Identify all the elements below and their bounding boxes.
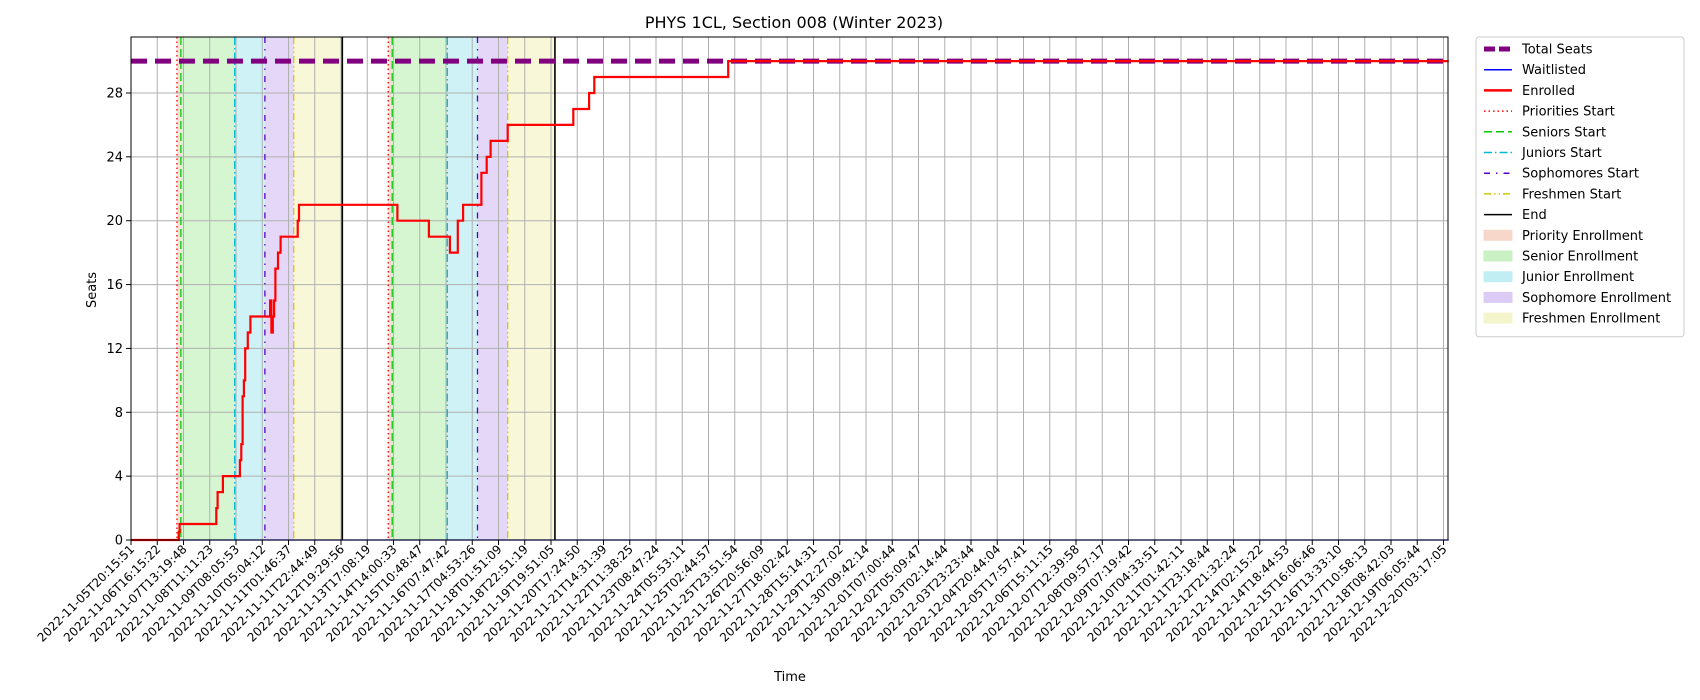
legend-label: Juniors Start xyxy=(1521,146,1602,161)
legend-label: Freshmen Enrollment xyxy=(1522,312,1660,327)
vertical-markers xyxy=(176,37,556,540)
legend-label: Sophomores Start xyxy=(1522,167,1639,182)
chart-title: PHYS 1CL, Section 008 (Winter 2023) xyxy=(645,13,943,32)
y-tick-label: 12 xyxy=(106,342,123,357)
legend-label: Sophomore Enrollment xyxy=(1522,291,1671,306)
legend-box xyxy=(1475,36,1685,338)
y-axis-ticks: 0 4 8 12 16 20 24 28 xyxy=(106,87,131,549)
legend-label: End xyxy=(1522,208,1547,223)
legend-swatch xyxy=(1483,312,1513,324)
y-tick-label: 16 xyxy=(106,278,123,293)
legend-label: Priorities Start xyxy=(1522,105,1615,120)
shaded-region-senior-enrollment-0 xyxy=(180,37,235,540)
y-tick-label: 0 xyxy=(115,534,123,549)
legend-label: Waitlisted xyxy=(1522,63,1586,78)
legend-swatch xyxy=(1483,250,1513,262)
x-axis-label: Time xyxy=(773,670,806,685)
shaded-region-freshmen-enrollment-1 xyxy=(507,37,555,540)
y-tick-label: 24 xyxy=(106,150,123,165)
y-axis-label: Seats xyxy=(85,272,100,308)
shaded-region-sophomore-enrollment-0 xyxy=(264,37,294,540)
shaded-region-junior-enrollment-1 xyxy=(447,37,478,540)
series-enrolled xyxy=(131,60,1449,542)
legend: Total Seats Waitlisted Enrolled Priorities … xyxy=(1475,36,1685,338)
y-tick-label: 8 xyxy=(115,406,123,421)
y-tick-label: 20 xyxy=(106,214,123,229)
legend-label: Total Seats xyxy=(1521,43,1593,58)
plot-frame xyxy=(130,36,1449,541)
x-axis-ticks: 2022-11-05T20:15:512022-11-06T16:15:2220… xyxy=(35,540,1450,645)
shaded-region-freshmen-enrollment-0 xyxy=(293,37,343,540)
legend-swatch xyxy=(1483,271,1513,283)
legend-swatch xyxy=(1483,291,1513,303)
shaded-region-sophomore-enrollment-1 xyxy=(477,37,508,540)
shaded-region-priority-enrollment-1 xyxy=(388,37,393,540)
legend-label: Junior Enrollment xyxy=(1521,270,1634,285)
legend-label: Enrolled xyxy=(1522,84,1575,99)
legend-swatch xyxy=(1483,229,1513,241)
y-tick-label: 4 xyxy=(115,470,123,485)
shaded-region-junior-enrollment-0 xyxy=(234,37,265,540)
grid-lines xyxy=(130,37,1448,541)
legend-label: Senior Enrollment xyxy=(1522,250,1638,265)
legend-label: Freshmen Start xyxy=(1522,187,1621,202)
legend-label: Priority Enrollment xyxy=(1522,229,1643,244)
shaded-region-priority-enrollment-0 xyxy=(176,37,181,540)
legend-label: Seniors Start xyxy=(1522,125,1606,140)
y-tick-label: 28 xyxy=(106,87,123,102)
